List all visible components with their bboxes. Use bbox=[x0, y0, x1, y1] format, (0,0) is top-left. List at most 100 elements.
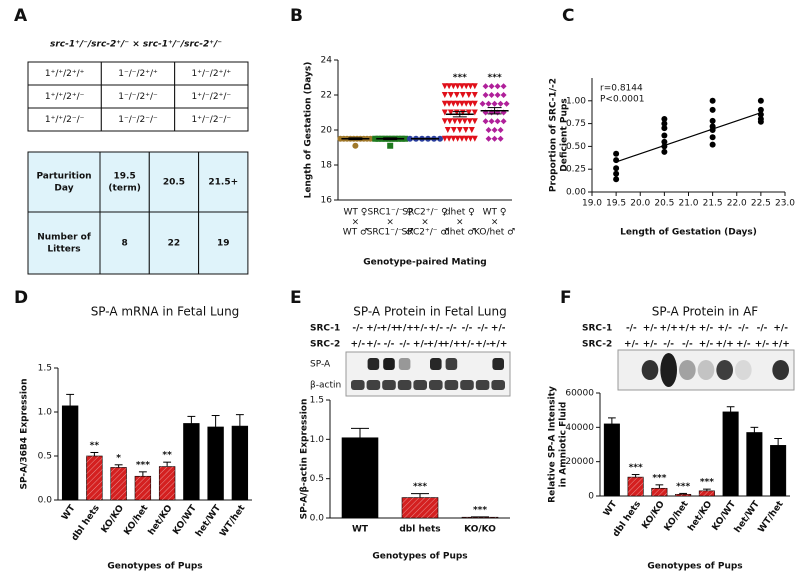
data-point bbox=[463, 100, 470, 107]
data-point bbox=[491, 100, 498, 107]
y-tick-label: 20 bbox=[321, 126, 333, 136]
bar-hatch bbox=[675, 494, 691, 496]
x-tick-label: WT ♀ bbox=[483, 208, 507, 218]
blot-band bbox=[398, 358, 411, 370]
genotype-label: +/- bbox=[366, 340, 381, 350]
blot-band bbox=[367, 358, 380, 370]
significance: *** bbox=[473, 505, 487, 515]
genotype-label: -/- bbox=[626, 324, 637, 334]
bar bbox=[183, 423, 200, 501]
genotype: 1⁺/⁻/2⁺/⁻ bbox=[192, 92, 232, 102]
y-tick-label: 1.00 bbox=[566, 96, 586, 106]
data-point bbox=[661, 120, 668, 127]
blot-band bbox=[382, 380, 396, 390]
data-point bbox=[453, 109, 460, 116]
y-tick-label: 16 bbox=[321, 196, 333, 206]
data-point bbox=[446, 135, 453, 142]
data-point bbox=[447, 92, 454, 98]
panel-label: D bbox=[14, 288, 28, 308]
x-tick-label: 19.0 bbox=[582, 199, 602, 209]
genotype-label: +/- bbox=[736, 340, 751, 350]
blot-band bbox=[772, 360, 790, 380]
annotation: r=0.8144 bbox=[600, 84, 643, 94]
blot-band bbox=[492, 358, 504, 370]
x-axis-label: Length of Gestation (Days) bbox=[620, 228, 757, 238]
blot-row-label: SRC-1 bbox=[310, 324, 340, 334]
y-tick-label: 0.0 bbox=[38, 496, 53, 506]
fit-line bbox=[615, 112, 762, 163]
genotype-label: +/- bbox=[624, 340, 639, 350]
genotype: 1⁺/⁺/2⁻/⁻ bbox=[45, 115, 85, 125]
y-tick-label: 18 bbox=[321, 161, 333, 171]
data-point bbox=[488, 118, 495, 125]
genotype-label: -/- bbox=[462, 324, 473, 334]
y-tick-label: 0.5 bbox=[310, 474, 324, 484]
data-point bbox=[757, 106, 764, 113]
genotype-label: +/- bbox=[366, 324, 381, 334]
bar-hatch bbox=[86, 456, 103, 500]
data-point bbox=[467, 83, 474, 90]
genotype-label: -/- bbox=[738, 324, 749, 334]
y-tick-label: 60000 bbox=[565, 389, 594, 399]
x-tick-label: 22.0 bbox=[727, 199, 747, 209]
data-point bbox=[709, 106, 716, 113]
bar-hatch bbox=[699, 490, 715, 496]
summary-text: 20.5 bbox=[163, 178, 185, 188]
x-tick-label: 20.5 bbox=[654, 199, 674, 209]
genotype-label: +/+ bbox=[715, 340, 733, 350]
bar-hatch bbox=[462, 517, 498, 518]
data-point bbox=[494, 83, 501, 90]
data-point bbox=[402, 135, 409, 142]
y-tick-label: 0.5 bbox=[38, 452, 52, 462]
blot-band bbox=[445, 358, 458, 370]
data-point bbox=[491, 135, 498, 142]
genotype-label: +/- bbox=[413, 324, 428, 334]
genotype: 1⁺/⁺/2⁺/⁺ bbox=[45, 69, 85, 79]
bar bbox=[231, 425, 249, 501]
blot-band bbox=[641, 360, 659, 380]
summary-text: Day bbox=[54, 184, 73, 194]
genotype-label: +/- bbox=[643, 340, 658, 350]
x-tick-label: × bbox=[456, 218, 464, 228]
genotype-label: +/- bbox=[773, 324, 788, 334]
y-axis-label: Relative SP-A Intensity bbox=[548, 386, 558, 503]
summary-text: 8 bbox=[122, 239, 128, 249]
genotype-label: +/- bbox=[351, 340, 366, 350]
genotype-label: +/- bbox=[755, 340, 770, 350]
y-tick-label: 1.5 bbox=[310, 396, 324, 406]
y-axis-label: Deficient Pups bbox=[560, 98, 570, 171]
y-tick-label: 0.50 bbox=[566, 142, 586, 152]
significance: ** bbox=[90, 441, 100, 451]
data-point bbox=[494, 92, 501, 98]
y-tick-label: 1.5 bbox=[38, 364, 52, 374]
genotype-label: +/- bbox=[699, 340, 714, 350]
data-point bbox=[367, 135, 374, 142]
blot-row-label: SRC-2 bbox=[582, 340, 612, 350]
data-point bbox=[661, 125, 668, 132]
panel-label: F bbox=[560, 288, 572, 308]
chart-title: SP-A Protein in Fetal Lung bbox=[353, 305, 506, 319]
x-axis-label: Genotype-paired Mating bbox=[363, 258, 487, 268]
data-point bbox=[458, 100, 465, 107]
genotype-label: -/- bbox=[757, 324, 768, 334]
data-point bbox=[488, 83, 495, 90]
data-point bbox=[465, 109, 472, 116]
genotype-label: +/+ bbox=[427, 340, 445, 350]
summary-cell bbox=[27, 151, 101, 213]
genotype-label: -/- bbox=[663, 340, 674, 350]
data-point bbox=[447, 109, 454, 116]
data-point bbox=[661, 138, 668, 145]
blot-band bbox=[351, 380, 365, 390]
genotype-label: +/+ bbox=[380, 324, 398, 334]
bar bbox=[341, 437, 379, 519]
table-cell bbox=[174, 107, 249, 132]
summary-text: 22 bbox=[168, 239, 181, 249]
x-tick-label: dbl hets bbox=[399, 525, 440, 535]
blot-band bbox=[660, 353, 678, 387]
y-tick-label: 0.25 bbox=[566, 165, 586, 175]
summary-cell bbox=[99, 211, 150, 275]
y-tick-label: 0.00 bbox=[566, 188, 586, 198]
blot-band bbox=[397, 380, 412, 390]
blot-band bbox=[697, 360, 715, 380]
band-label: β-actin bbox=[310, 381, 341, 391]
